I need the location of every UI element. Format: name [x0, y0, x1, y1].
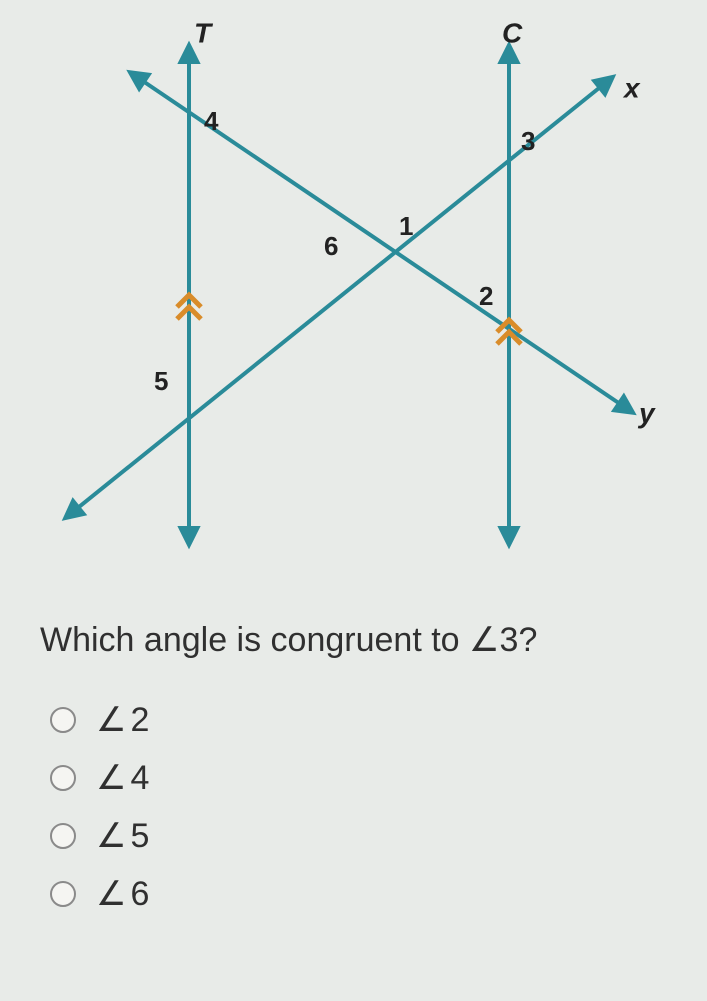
angle-label-4: 4	[204, 106, 219, 136]
radio-icon[interactable]	[50, 881, 76, 907]
angle-label-5: 5	[154, 366, 168, 396]
option-angle-number: 6	[130, 875, 149, 914]
answer-options: ∠2∠4∠5∠6	[10, 700, 697, 914]
line-label-C: C	[502, 20, 523, 48]
angle-symbol-icon: ∠	[96, 700, 126, 740]
line-label-x: x	[622, 72, 641, 103]
option-label: ∠6	[96, 874, 149, 914]
option-6[interactable]: ∠6	[50, 874, 657, 914]
option-4[interactable]: ∠4	[50, 758, 657, 798]
question-prefix: Which angle is congruent to	[40, 621, 469, 659]
option-label: ∠5	[96, 816, 149, 856]
angle-symbol-icon: ∠	[469, 621, 499, 659]
question-angle-number: 3	[500, 621, 519, 659]
angle-symbol-icon: ∠	[96, 758, 126, 798]
question-text: Which angle is congruent to ∠3?	[10, 620, 697, 660]
option-angle-number: 4	[130, 759, 149, 798]
line-label-y: y	[637, 397, 656, 428]
angle-label-3: 3	[521, 126, 535, 156]
angle-symbol-icon: ∠	[96, 816, 126, 856]
radio-icon[interactable]	[50, 823, 76, 849]
question-suffix: ?	[518, 621, 537, 659]
page: T Cx y 1 2 3 4 5 6 Which angle is congruent to ∠…	[0, 0, 707, 1001]
radio-icon[interactable]	[50, 765, 76, 791]
angle-symbol-icon: ∠	[96, 874, 126, 914]
angle-label-2: 2	[479, 281, 493, 311]
radio-icon[interactable]	[50, 707, 76, 733]
option-2[interactable]: ∠2	[50, 700, 657, 740]
line-label-T: T	[194, 20, 214, 48]
geometry-diagram: T Cx y 1 2 3 4 5 6	[34, 20, 674, 580]
option-label: ∠4	[96, 758, 149, 798]
angle-label-1: 1	[399, 211, 413, 241]
option-angle-number: 2	[130, 701, 149, 740]
option-label: ∠2	[96, 700, 149, 740]
angle-label-6: 6	[324, 231, 338, 261]
option-5[interactable]: ∠5	[50, 816, 657, 856]
option-angle-number: 5	[130, 817, 149, 856]
diagram-svg: T Cx y 1 2 3 4 5 6	[34, 20, 674, 580]
